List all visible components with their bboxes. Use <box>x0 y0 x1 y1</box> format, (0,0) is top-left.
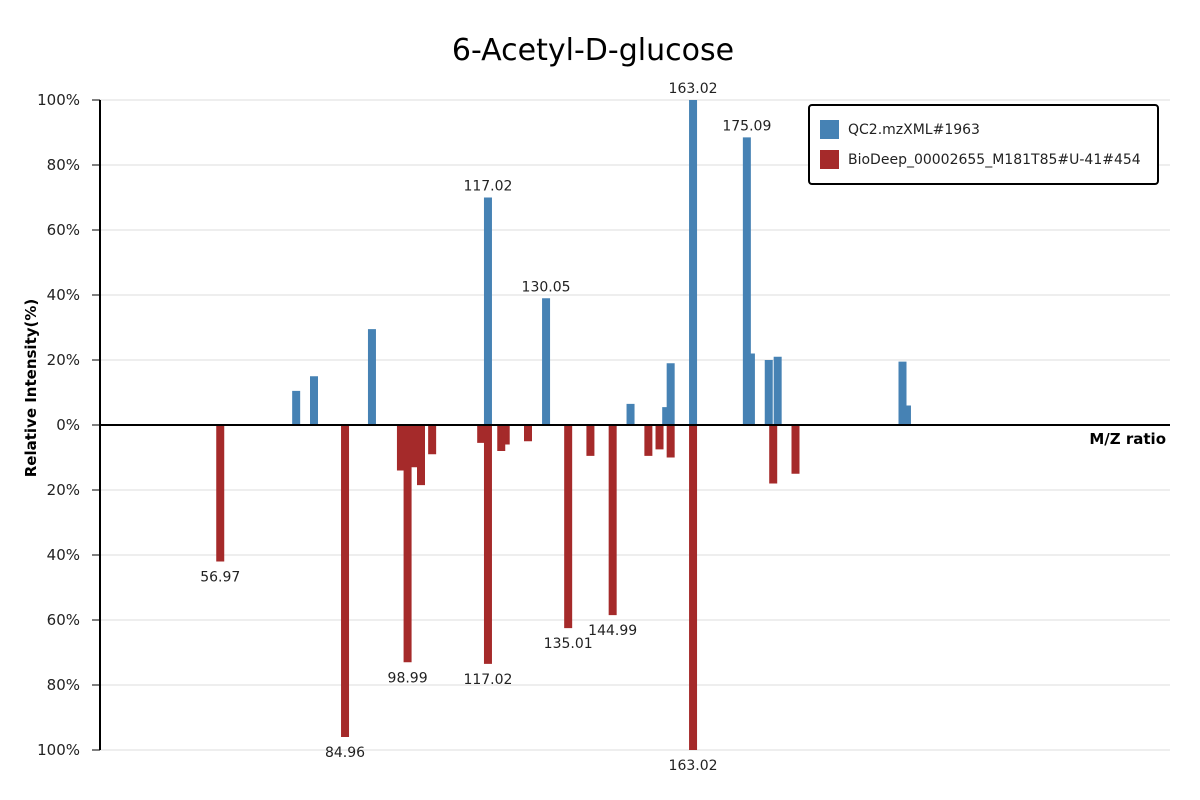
y-tick-label: 0% <box>56 416 80 434</box>
biodeep-peak-label: 144.99 <box>588 623 637 639</box>
peak-labels: 117.02 130.05 163.02 175.09 56.97 84.96 98.99 1… <box>200 81 771 774</box>
biodeep-peak-bar <box>769 425 778 484</box>
y-tick-label: 60% <box>47 221 80 239</box>
biodeep-peak-bar <box>341 425 350 737</box>
legend-swatch-biodeep <box>820 150 839 169</box>
biodeep-peak-bar <box>689 425 698 750</box>
qc2-peak-bar <box>292 390 301 425</box>
legend-swatch-qc2 <box>820 120 839 139</box>
biodeep-peak-label: 56.97 <box>200 570 240 586</box>
chart-title: 6-Acetyl-D-glucose <box>452 33 734 68</box>
qc2-peak-bar <box>746 353 755 425</box>
y-tick-label: 60% <box>47 611 80 629</box>
y-tick-label: 20% <box>47 481 80 499</box>
biodeep-peak-bar <box>666 425 675 458</box>
qc2-peak-bar <box>902 405 911 425</box>
qc2-peak-bar <box>742 137 751 425</box>
qc2-peak-label: 175.09 <box>722 118 771 134</box>
biodeep-peak-bar <box>564 425 573 629</box>
legend-label-biodeep: BioDeep_00002655_M181T85#U-41#454 <box>848 152 1141 168</box>
qc2-peak-bar <box>666 363 675 425</box>
biodeep-peak-bar <box>644 425 653 456</box>
biodeep-peak-bar <box>524 425 532 442</box>
qc2-peak-bar <box>764 360 773 425</box>
y-tick-label: 20% <box>47 351 80 369</box>
biodeep-peak-bar <box>497 425 506 451</box>
legend-box <box>808 104 1159 185</box>
grid-lines <box>92 99 1170 751</box>
y-tick-label: 80% <box>47 156 80 174</box>
qc2-peak-bar <box>310 376 318 425</box>
biodeep-peak-bar <box>396 425 405 471</box>
qc2-peak-bar <box>483 197 492 425</box>
y-tick-label: 40% <box>47 286 80 304</box>
biodeep-peak-bar <box>410 425 419 468</box>
qc2-peak-label: 117.02 <box>463 179 512 195</box>
qc2-peak-bar <box>773 356 782 425</box>
qc2-peak-label: 163.02 <box>669 81 718 97</box>
biodeep-peak-bar <box>216 425 225 562</box>
biodeep-peak-bar <box>477 425 486 443</box>
qc2-peak-bar <box>367 329 376 425</box>
legend-label-qc2: QC2.mzXML#1963 <box>848 122 980 138</box>
biodeep-peak-bar <box>608 425 617 616</box>
biodeep-peak-bar <box>501 425 510 445</box>
biodeep-peak-bar <box>655 425 664 450</box>
qc2-peak-bar <box>626 403 635 425</box>
y-tick-label: 80% <box>47 676 80 694</box>
y-axis-label: Relative Intensity(%) <box>22 299 40 478</box>
biodeep-peak-bar <box>586 425 595 456</box>
qc2-peak-label: 130.05 <box>522 279 571 295</box>
qc2-peak-bar <box>898 361 907 425</box>
y-tick-label: 100% <box>37 741 80 759</box>
qc2-peak-bar <box>542 298 551 425</box>
y-tick-label: 40% <box>47 546 80 564</box>
biodeep-peak-label: 135.01 <box>544 636 593 652</box>
legend: QC2.mzXML#1963 BioDeep_00002655_M181T85#… <box>808 104 1159 185</box>
y-tick-labels: 100% 80% 60% 40% 20% 0% 20% 40% 60% 80% 100% <box>37 91 80 759</box>
biodeep-peak-bar <box>791 425 800 474</box>
biodeep-peak-bar <box>403 425 412 663</box>
y-tick-label: 100% <box>37 91 80 109</box>
biodeep-peak-label: 98.99 <box>388 670 428 686</box>
peak-bars <box>216 100 911 750</box>
qc2-peak-bar <box>689 100 698 425</box>
qc2-peak-bar <box>662 407 671 425</box>
biodeep-peak-label: 117.02 <box>463 672 512 688</box>
biodeep-peak-bar <box>483 425 492 664</box>
biodeep-peak-bar <box>417 425 425 486</box>
biodeep-peak-label: 163.02 <box>669 758 718 774</box>
biodeep-peak-label: 84.96 <box>325 745 365 761</box>
biodeep-peak-bar <box>428 425 437 455</box>
x-axis-label: M/Z ratio <box>1089 430 1166 448</box>
